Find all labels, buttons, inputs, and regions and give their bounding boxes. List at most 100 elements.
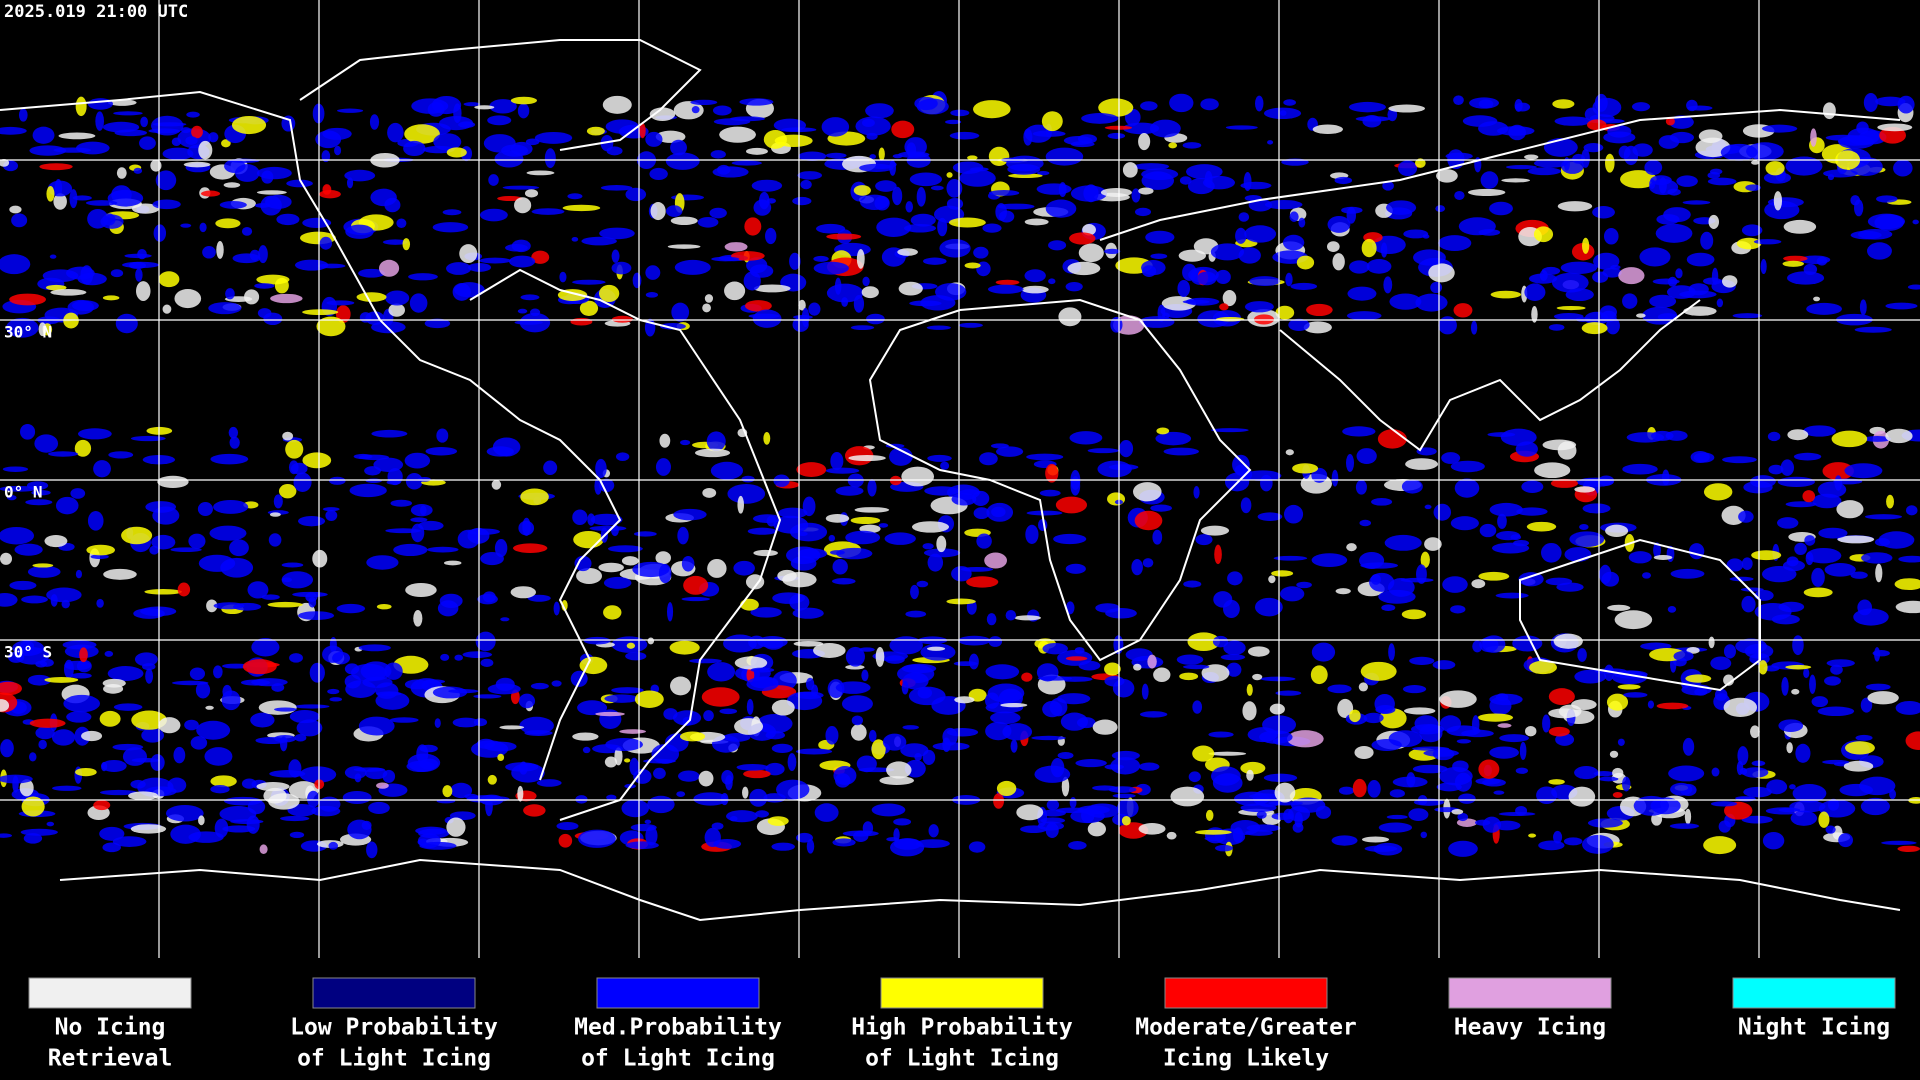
icing-patch: [273, 494, 283, 509]
icing-patch: [180, 223, 192, 228]
icing-patch: [366, 555, 399, 570]
icing-patch: [954, 696, 975, 704]
icing-patch: [644, 819, 652, 825]
icing-patch: [1311, 553, 1348, 568]
icing-patch: [270, 293, 303, 304]
icing-patch: [795, 748, 833, 755]
icing-patch: [1227, 571, 1243, 586]
icing-patch: [850, 325, 875, 331]
icing-patch: [1380, 242, 1388, 258]
icing-patch: [1582, 503, 1611, 514]
icing-patch: [1531, 305, 1538, 323]
icing-patch: [816, 223, 846, 234]
icing-patch: [1587, 818, 1623, 828]
icing-patch: [861, 286, 879, 299]
icing-patch: [1668, 115, 1694, 129]
icing-patch: [530, 682, 549, 690]
icing-patch: [1817, 706, 1855, 717]
icing-patch: [1777, 517, 1799, 529]
icing-patch: [1495, 592, 1529, 599]
icing-patch: [511, 763, 545, 783]
legend-label: of Light Icing: [297, 1046, 491, 1072]
icing-patch: [112, 836, 147, 847]
icing-patch: [1010, 739, 1018, 753]
icing-patch: [748, 635, 766, 650]
icing-patch: [1718, 820, 1731, 833]
icing-patch: [21, 595, 48, 604]
icing-patch: [988, 636, 1003, 647]
icing-patch: [1433, 503, 1452, 521]
icing-patch: [1438, 316, 1457, 335]
icing-patch: [365, 478, 382, 484]
icing-patch: [376, 782, 389, 789]
icing-patch: [1649, 294, 1677, 308]
icing-patch: [502, 185, 540, 190]
icing-patch: [1166, 831, 1177, 840]
icing-patch: [1432, 660, 1456, 670]
icing-patch: [836, 547, 873, 560]
icing-patch: [198, 140, 213, 160]
icing-patch: [673, 101, 704, 120]
icing-patch: [1813, 296, 1821, 302]
icing-patch: [990, 711, 1021, 725]
icing-patch: [853, 185, 871, 196]
icing-patch: [1581, 237, 1590, 254]
icing-patch: [745, 147, 768, 155]
icing-patch: [293, 472, 312, 493]
icing-patch: [1133, 163, 1170, 170]
icing-patch: [1358, 682, 1368, 692]
icing-patch: [1222, 290, 1237, 307]
icing-patch: [1548, 708, 1580, 719]
icing-patch: [1389, 789, 1405, 798]
icing-patch: [855, 116, 891, 136]
icing-patch: [1413, 249, 1446, 266]
icing-patch: [800, 179, 812, 190]
icing-patch: [1232, 454, 1250, 475]
icing-patch: [1708, 214, 1720, 229]
icing-patch: [589, 525, 627, 531]
icing-patch: [1424, 537, 1442, 551]
icing-patch: [155, 170, 177, 191]
icing-patch: [135, 268, 143, 282]
icing-patch: [690, 99, 718, 106]
icing-patch: [220, 557, 254, 578]
icing-patch: [1453, 303, 1473, 318]
icing-patch: [408, 273, 438, 281]
icing-patch: [1069, 797, 1077, 809]
icing-patch: [1514, 98, 1523, 112]
icing-patch: [1386, 814, 1408, 820]
icing-patch: [1275, 690, 1302, 696]
icing-patch: [1751, 160, 1760, 165]
icing-patch: [945, 119, 962, 125]
icing-patch: [1284, 504, 1304, 524]
icing-patch: [703, 710, 714, 722]
icing-patch: [477, 593, 498, 605]
icing-patch: [140, 116, 148, 128]
icing-patch: [753, 549, 778, 557]
icing-patch: [102, 121, 140, 133]
icing-patch: [1327, 215, 1351, 233]
icing-patch: [1260, 474, 1273, 492]
icing-patch: [1785, 156, 1823, 176]
icing-patch: [1152, 529, 1163, 545]
icing-patch: [1402, 685, 1427, 694]
icing-patch: [1188, 771, 1201, 783]
icing-patch: [611, 687, 644, 694]
icing-patch: [150, 754, 165, 771]
icing-patch: [603, 576, 632, 589]
icing-patch: [1200, 98, 1219, 111]
icing-patch: [1139, 711, 1168, 718]
icing-patch: [1787, 271, 1825, 285]
icing-patch: [1310, 665, 1328, 685]
icing-patch: [210, 784, 230, 794]
icing-patch: [1552, 99, 1575, 109]
icing-patch: [734, 656, 768, 670]
icing-patch: [1292, 822, 1304, 833]
icing-patch: [1898, 555, 1920, 563]
icing-patch: [302, 452, 332, 469]
icing-patch: [511, 239, 531, 253]
icing-patch: [1781, 676, 1789, 696]
icing-patch: [1538, 840, 1565, 851]
icing-patch: [1238, 212, 1250, 222]
icing-patch: [1338, 786, 1355, 795]
